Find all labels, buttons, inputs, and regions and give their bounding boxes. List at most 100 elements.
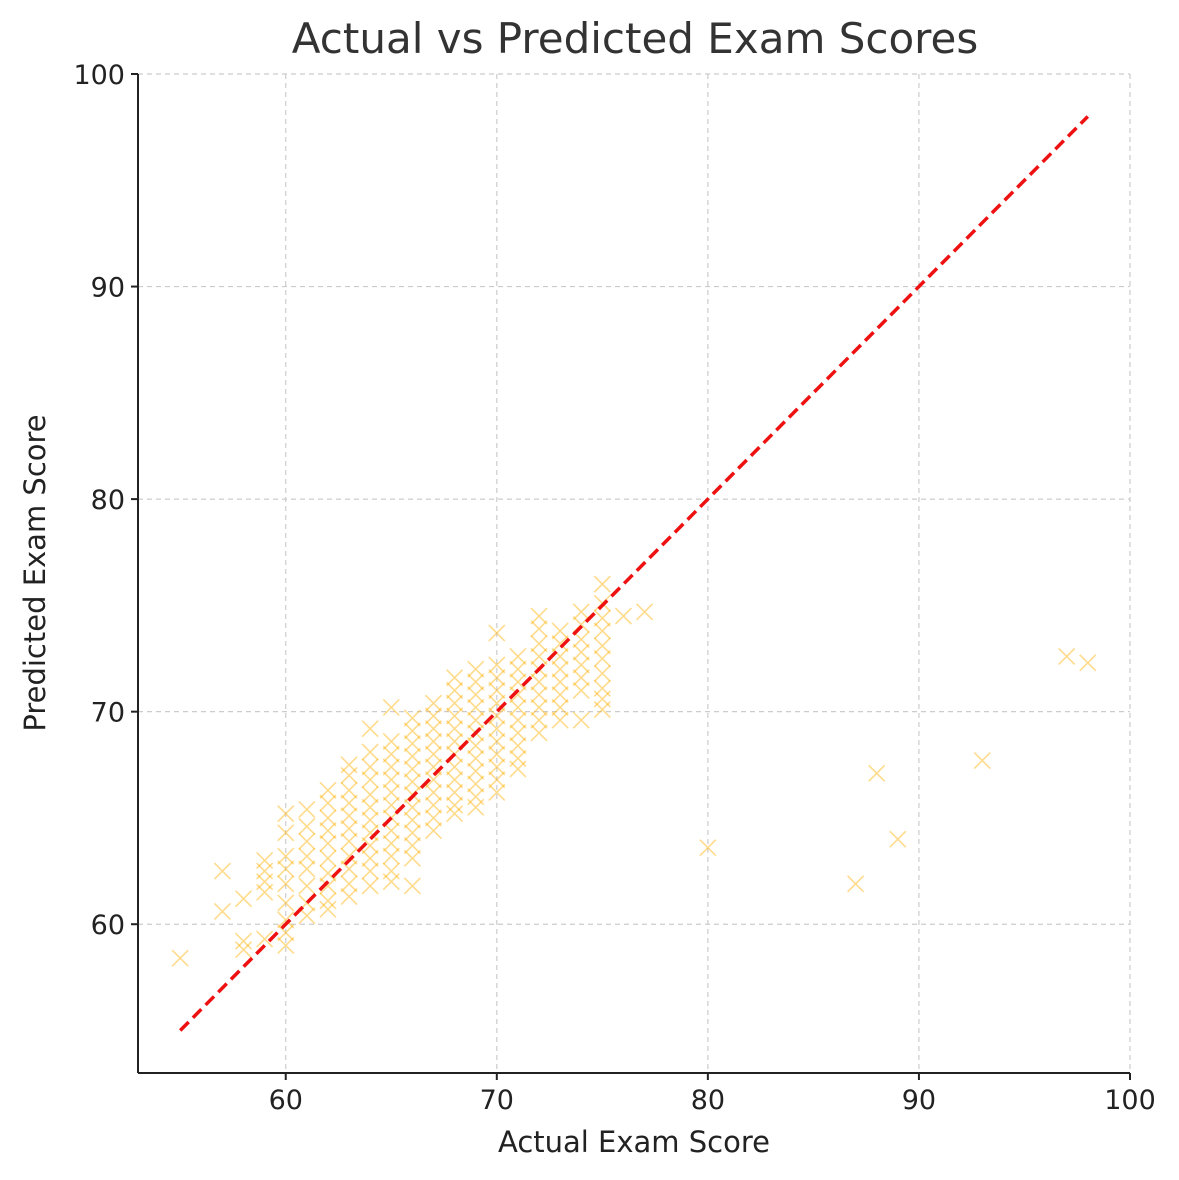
data-point — [361, 743, 379, 761]
data-point — [572, 669, 590, 687]
data-point — [277, 894, 295, 912]
data-point — [446, 805, 464, 823]
data-point — [593, 622, 611, 640]
data-point — [467, 775, 485, 793]
data-point — [424, 783, 443, 801]
data-point — [488, 720, 506, 738]
data-point — [424, 732, 443, 750]
data-point — [256, 873, 274, 891]
data-point — [298, 847, 316, 865]
data-point — [488, 681, 506, 699]
data-point — [340, 807, 358, 825]
data-point — [509, 660, 527, 678]
data-point — [572, 603, 590, 621]
data-point — [213, 862, 231, 880]
data-point — [530, 686, 548, 704]
data-point — [319, 864, 337, 882]
data-point — [319, 877, 337, 895]
data-point — [277, 924, 295, 942]
data-point — [551, 673, 569, 691]
data-point — [551, 698, 569, 716]
data-point — [467, 698, 485, 716]
chart-title: Actual vs Predicted Exam Scores — [292, 14, 978, 63]
data-point — [467, 673, 485, 691]
data-point — [403, 824, 421, 842]
data-point — [382, 698, 400, 716]
data-point — [213, 902, 231, 921]
data-point — [382, 862, 400, 880]
data-point — [403, 849, 421, 867]
data-point — [446, 720, 464, 738]
data-point — [467, 660, 485, 678]
data-point — [509, 698, 527, 716]
data-point — [403, 811, 421, 829]
data-point — [530, 673, 548, 691]
data-point — [699, 839, 717, 857]
data-point — [1058, 647, 1076, 665]
data-point — [361, 771, 379, 789]
data-point — [340, 875, 358, 893]
data-point — [488, 783, 506, 801]
data-point — [361, 720, 379, 738]
data-point — [403, 798, 421, 816]
x-tick-label: 90 — [902, 1085, 936, 1116]
data-point — [361, 849, 379, 867]
data-point — [361, 837, 379, 855]
data-point — [488, 758, 506, 776]
data-point — [382, 847, 400, 865]
data-point — [446, 707, 464, 725]
data-point — [572, 681, 590, 699]
data-point — [256, 862, 274, 880]
data-point — [593, 609, 611, 627]
y-tick-label: 90 — [91, 273, 125, 304]
data-point — [277, 911, 295, 929]
data-point — [488, 624, 506, 642]
data-point — [403, 722, 421, 740]
data-point — [847, 875, 865, 893]
data-point — [593, 679, 611, 697]
data-point — [382, 745, 400, 763]
data-point — [361, 877, 379, 895]
data-point — [424, 822, 443, 840]
data-point — [424, 707, 443, 725]
data-point — [298, 877, 316, 895]
data-point — [234, 932, 253, 950]
data-point — [234, 890, 253, 908]
reference-line-group — [178, 115, 1090, 1032]
data-point — [467, 788, 485, 806]
data-point — [340, 832, 358, 850]
data-point — [635, 603, 654, 621]
data-point — [593, 575, 611, 593]
data-point — [298, 817, 316, 836]
data-point — [340, 819, 358, 838]
data-point — [1079, 654, 1097, 672]
data-point — [171, 949, 189, 967]
data-point — [593, 700, 611, 719]
data-point — [403, 747, 421, 765]
data-point — [361, 824, 379, 842]
data-point — [551, 660, 569, 678]
data-point — [340, 847, 358, 865]
data-point — [446, 669, 464, 687]
data-point — [382, 834, 400, 853]
data-point — [361, 758, 379, 776]
data-point — [530, 724, 548, 742]
x-tick-label: 100 — [1104, 1085, 1156, 1116]
data-point — [488, 707, 506, 725]
y-tick-label: 60 — [91, 910, 125, 941]
data-point — [424, 758, 443, 776]
data-point — [277, 824, 295, 842]
data-point — [551, 622, 569, 640]
data-point — [551, 686, 569, 704]
data-point — [424, 694, 443, 712]
data-point — [593, 664, 611, 682]
data-point — [467, 749, 485, 767]
data-point — [593, 637, 611, 655]
data-point — [467, 798, 485, 816]
data-point — [340, 860, 358, 878]
data-point — [530, 635, 548, 653]
data-point — [488, 771, 506, 789]
data-point — [277, 875, 295, 893]
data-point — [403, 709, 421, 727]
data-point — [361, 785, 379, 804]
